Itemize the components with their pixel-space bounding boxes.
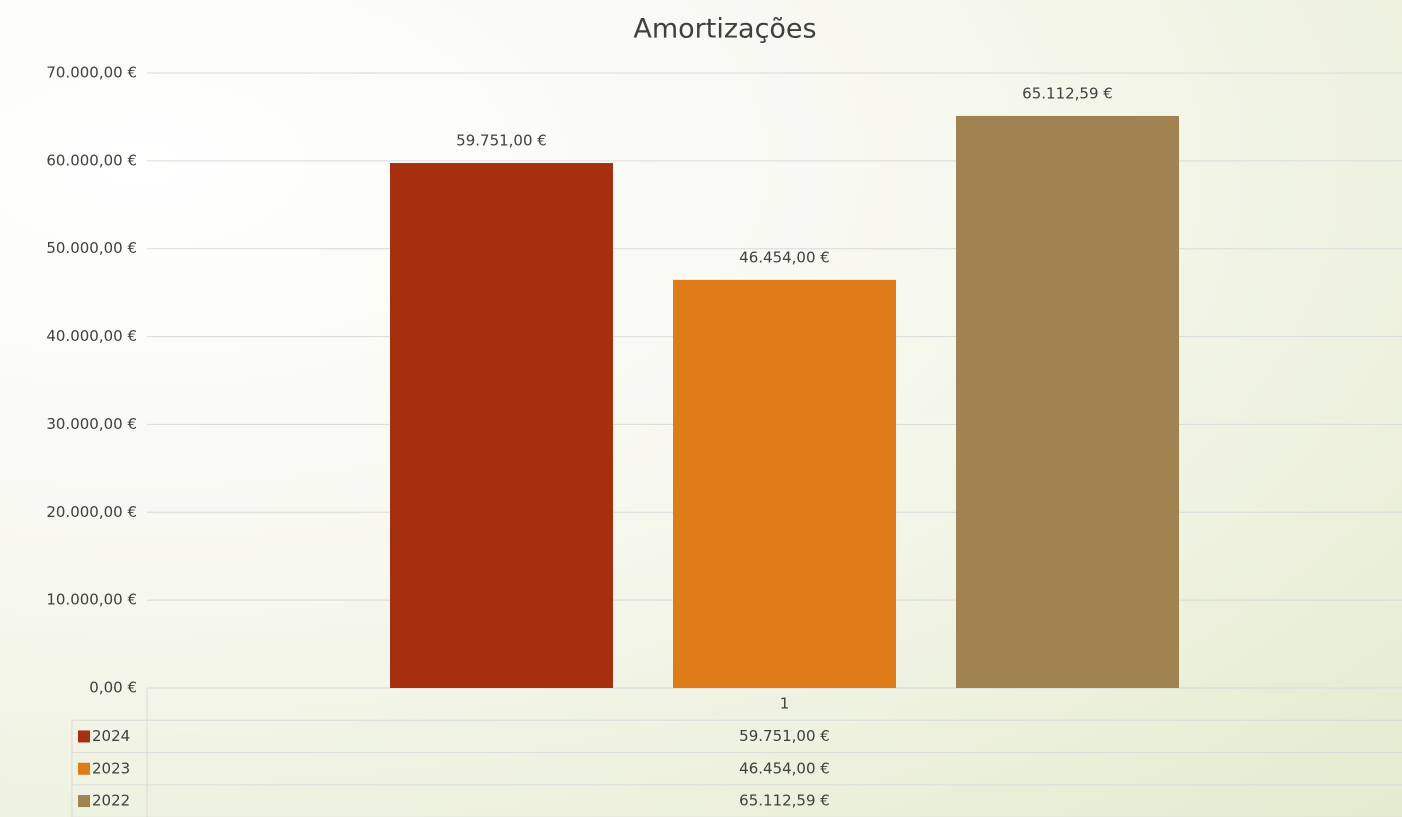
y-tick-label: 10.000,00 € bbox=[46, 591, 137, 609]
legend-key bbox=[78, 795, 90, 808]
legend-label: 2022 bbox=[92, 792, 130, 810]
y-tick-label: 40.000,00 € bbox=[46, 327, 137, 345]
data-label: 46.454,00 € bbox=[739, 248, 830, 266]
y-tick-label: 30.000,00 € bbox=[46, 415, 137, 433]
legend-key bbox=[78, 730, 90, 743]
data-label: 65.112,59 € bbox=[1022, 84, 1113, 102]
legend-label: 2024 bbox=[92, 727, 130, 745]
y-tick-label: 60.000,00 € bbox=[46, 151, 137, 169]
table-cell: 59.751,00 € bbox=[739, 727, 830, 745]
bar bbox=[673, 279, 896, 688]
x-tick-label: 1 bbox=[780, 695, 790, 713]
bar bbox=[956, 115, 1179, 688]
table-cell: 65.112,59 € bbox=[739, 792, 830, 810]
table-cell: 46.454,00 € bbox=[739, 759, 830, 777]
data-label: 59.751,00 € bbox=[456, 132, 547, 150]
chart-title: Amortizações bbox=[633, 14, 816, 45]
y-tick-label: 20.000,00 € bbox=[46, 503, 137, 521]
legend-label: 2023 bbox=[92, 759, 130, 777]
y-tick-label: 70.000,00 € bbox=[46, 64, 137, 82]
y-tick-label: 50.000,00 € bbox=[46, 239, 137, 257]
legend-key bbox=[78, 762, 90, 775]
bar bbox=[390, 163, 613, 688]
y-tick-label: 0,00 € bbox=[89, 679, 137, 697]
